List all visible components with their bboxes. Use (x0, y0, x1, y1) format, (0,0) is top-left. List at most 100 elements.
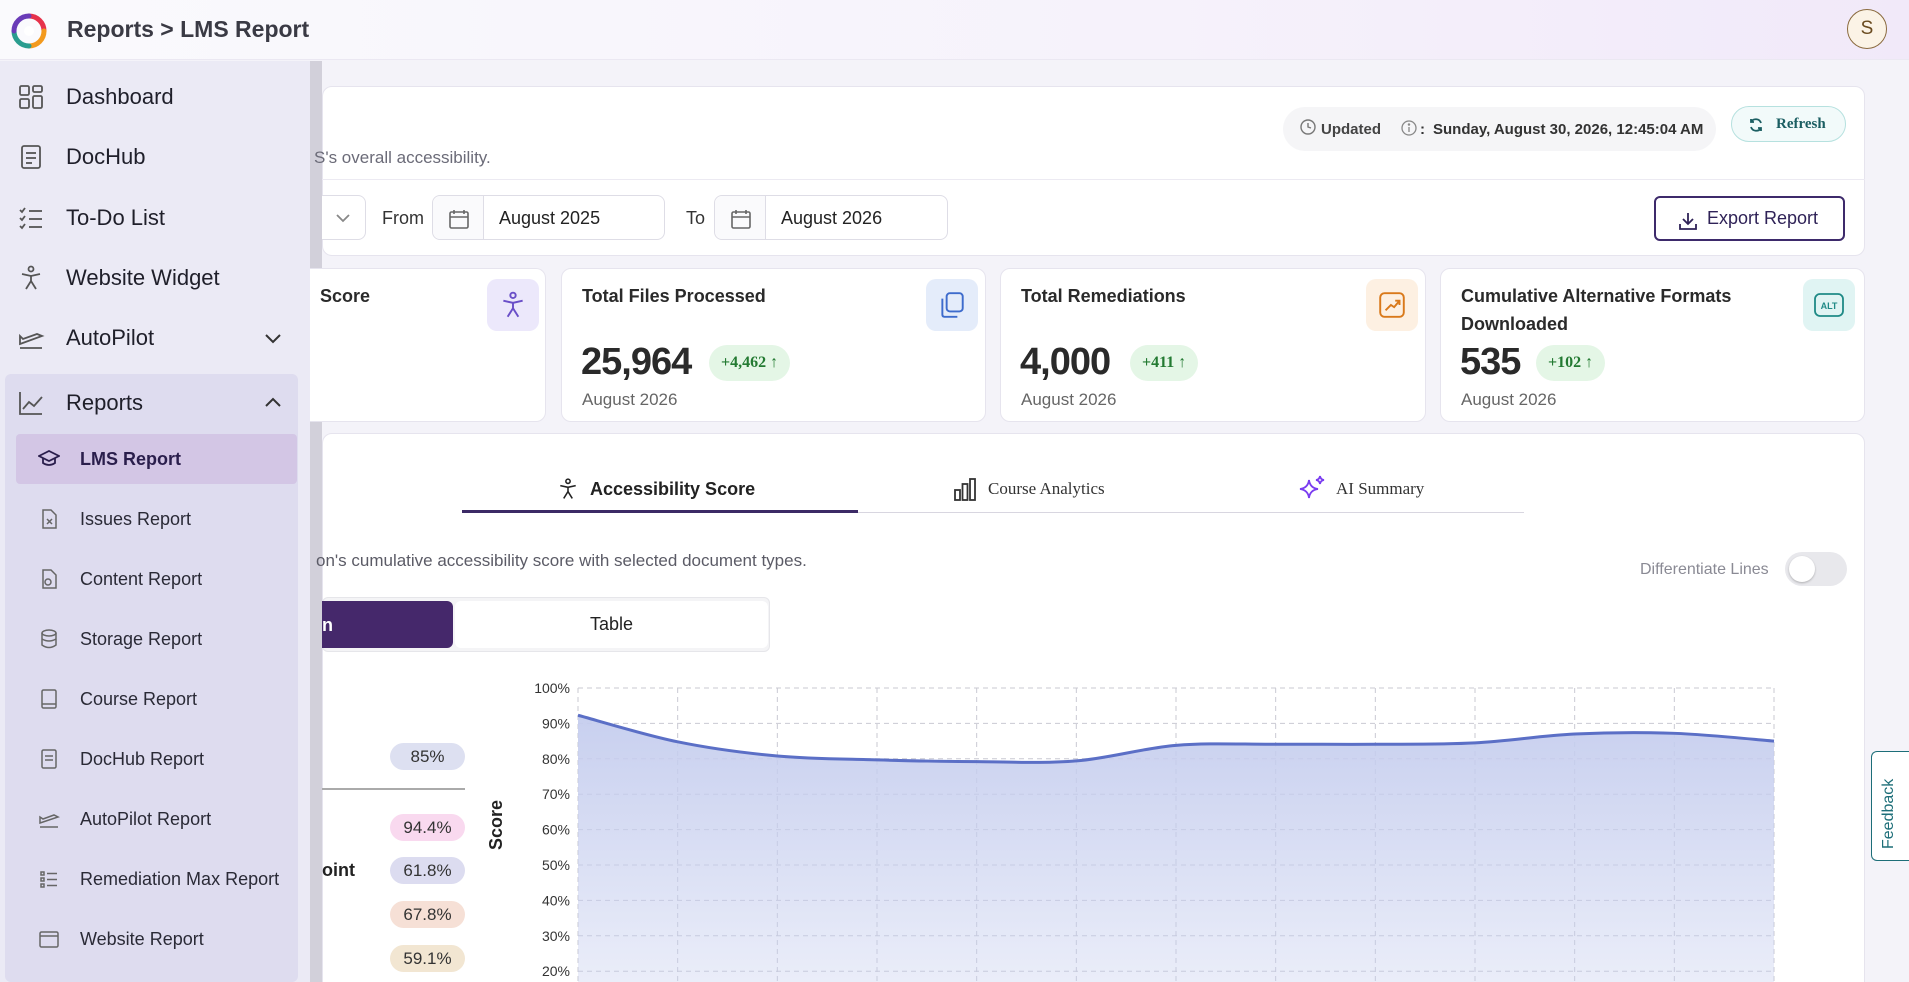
updated-value: Sunday, August 30, 2026, 12:45:04 AM (1433, 120, 1704, 138)
top-bar: Reports > LMS Report S (0, 0, 1909, 60)
tab-ai-summary[interactable]: AI Summary (1298, 465, 1424, 513)
score-pill: 59.1% (390, 945, 465, 972)
card-delta: +411 (1142, 354, 1175, 371)
page-subtitle: S's overall accessibility. (314, 148, 491, 167)
differentiate-lines-toggle[interactable] (1785, 552, 1847, 586)
graph-view-button[interactable]: n (322, 601, 453, 648)
card-value: 535 (1460, 341, 1521, 383)
sidebar-item-storage-report[interactable]: Storage Report (16, 614, 297, 664)
card-delta: +102 (1548, 354, 1582, 371)
card-delta-badge: +102 ↑ (1536, 345, 1606, 381)
accessibility-icon (560, 478, 576, 499)
tab-label: Course Analytics (988, 479, 1105, 498)
alt-text-icon: ALT (1814, 293, 1844, 317)
chart-y-tick-label: 20% (542, 963, 570, 979)
sidebar-item-issues-report[interactable]: Issues Report (16, 494, 297, 544)
sidebar-item-dashboard[interactable]: Dashboard (0, 69, 310, 125)
sidebar-item-website-report[interactable]: Website Report (16, 914, 297, 964)
card-title: Total Remediations (1021, 286, 1186, 306)
checklist-icon (19, 207, 42, 230)
file-icon (42, 569, 57, 589)
table-view-button[interactable]: Table (455, 601, 768, 648)
tab-course-analytics[interactable]: Course Analytics (952, 465, 1105, 513)
sidebar-item-autopilot-report[interactable]: AutoPilot Report (16, 794, 297, 844)
chevron-down-icon (336, 214, 350, 223)
score-pill: 61.8% (390, 857, 465, 884)
sidebar-item-website-widget[interactable]: Website Widget (0, 250, 310, 306)
score-pill: 85% (390, 743, 465, 770)
line-chart-icon (19, 392, 43, 415)
export-report-button[interactable]: Export Report (1654, 196, 1845, 241)
sidebar-item-label: Course Report (80, 688, 198, 709)
differentiate-lines-label: Differentiate Lines (1640, 561, 1769, 578)
from-date-picker[interactable]: August 2025 (432, 195, 665, 240)
copy-icon (941, 292, 964, 318)
chart-y-tick-label: 50% (542, 857, 570, 873)
sidebar-item-label: Website Widget (66, 265, 220, 290)
card-delta: +4,462 (721, 354, 767, 371)
trending-up-icon (1379, 292, 1405, 318)
sparkles-icon (1299, 475, 1325, 499)
stat-card-score: Score (310, 268, 546, 422)
sidebar-item-label: AutoPilot Report (80, 808, 212, 829)
chart-y-tick-label: 30% (542, 928, 570, 944)
card-date: August 2026 (1021, 390, 1117, 409)
tab-accessibility-score[interactable]: Accessibility Score (556, 465, 755, 513)
to-date-picker[interactable]: August 2026 (714, 195, 948, 240)
sidebar-item-label: Issues Report (80, 508, 192, 529)
sidebar-item-reports[interactable]: Reports (0, 375, 310, 431)
accessibility-icon (503, 291, 523, 318)
card-date: August 2026 (582, 390, 678, 409)
sidebar-item-autopilot[interactable]: AutoPilot (0, 310, 310, 366)
card-value: 25,964 (581, 341, 692, 383)
browser-icon (39, 931, 59, 948)
card-icon-box (926, 279, 978, 331)
sidebar-item-dochub-report[interactable]: DocHub Report (16, 734, 297, 784)
sidebar-scrollbar[interactable] (310, 61, 322, 982)
sidebar-item-lms-report[interactable]: LMS Report (16, 434, 297, 484)
tabs-baseline (462, 512, 1524, 513)
document-icon (21, 145, 41, 169)
sidebar-item-course-report[interactable]: Course Report (16, 674, 297, 724)
sidebar-item-label: Reports (66, 390, 144, 415)
updated-timestamp: Updated : Sunday, August 30, 2026, 12:45… (1283, 107, 1716, 151)
bar-chart-icon (954, 478, 976, 501)
graduation-cap-icon (38, 449, 60, 466)
user-avatar[interactable]: S (1847, 9, 1887, 49)
list-icon (40, 871, 57, 888)
feedback-tab[interactable]: Feedback (1871, 751, 1909, 861)
sidebar-item-label: Dashboard (66, 84, 174, 109)
card-icon-box (1366, 279, 1418, 331)
sidebar-item-todo[interactable]: To-Do List (0, 190, 310, 246)
sidebar-item-dochub[interactable]: DocHub (0, 129, 310, 185)
sidebar-item-content-report[interactable]: Content Report (16, 554, 297, 604)
active-tab-indicator (462, 510, 858, 513)
sidebar-item-label: To-Do List (66, 205, 166, 230)
sidebar-item-label: Remediation Max Report (80, 868, 280, 889)
refresh-icon (1750, 118, 1762, 132)
card-date: August 2026 (1461, 390, 1557, 409)
updated-colon: : (1420, 120, 1425, 138)
sidebar-item-label: DocHub Report (80, 748, 205, 769)
card-title: Score (320, 286, 371, 306)
sidebar-item-label: AutoPilot (66, 325, 155, 350)
legend-divider (322, 788, 465, 790)
calendar-icon (731, 210, 751, 229)
app-logo-icon[interactable] (8, 10, 50, 52)
clock-icon (1300, 119, 1316, 135)
sidebar-item-remediation-max-report[interactable]: Remediation Max Report (16, 854, 297, 904)
accessibility-score-chart: 100% 90% 80% 70% 60% 50% 40% 30% 20% (534, 680, 1775, 982)
header-divider (322, 179, 1865, 180)
info-icon[interactable] (1400, 119, 1418, 137)
sidebar-item-label: Content Report (80, 568, 203, 589)
document-type-dropdown[interactable] (322, 195, 366, 240)
file-x-icon (42, 509, 57, 529)
stat-card-alternative-formats: Cumulative Alternative Formats Downloade… (1440, 268, 1865, 422)
chart-description: on's cumulative accessibility score with… (316, 551, 807, 570)
card-icon-box: ALT (1803, 279, 1855, 331)
export-label: Export Report (1707, 208, 1819, 228)
score-pill: 94.4% (390, 814, 465, 841)
document-icon (41, 749, 57, 769)
refresh-button[interactable]: Refresh (1731, 106, 1846, 142)
accessibility-icon (21, 265, 41, 290)
